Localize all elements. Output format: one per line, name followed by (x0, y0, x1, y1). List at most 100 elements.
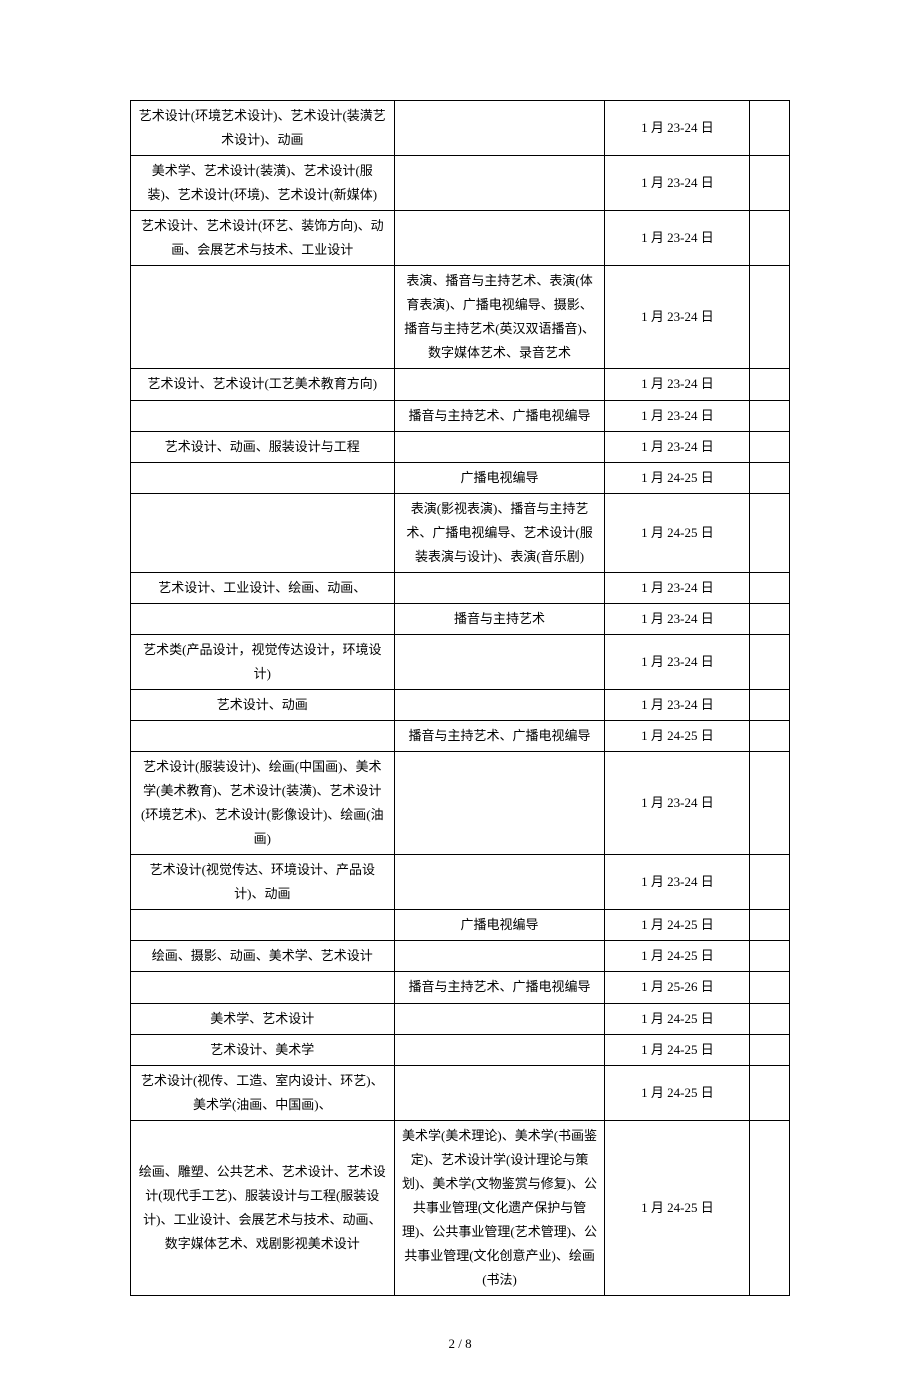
table-cell: 艺术设计(视觉传达、环境设计、产品设计)、动画 (131, 855, 395, 910)
table-cell: 1 月 23-24 日 (605, 689, 750, 720)
table-cell (750, 972, 790, 1003)
table-cell (394, 211, 605, 266)
table-row: 艺术设计(视觉传达、环境设计、产品设计)、动画 1 月 23-24 日 (131, 855, 790, 910)
table-row: 绘画、摄影、动画、美术学、艺术设计 1 月 24-25 日 (131, 941, 790, 972)
table-row: 艺术设计(视传、工造、室内设计、环艺)、美术学(油画、中国画)、1 月 24-2… (131, 1065, 790, 1120)
table-cell: 广播电视编导 (394, 462, 605, 493)
table-cell (750, 603, 790, 634)
table-cell: 艺术设计(服装设计)、绘画(中国画)、美术学(美术教育)、艺术设计(装潢)、艺术… (131, 752, 395, 855)
table-row: 表演、播音与主持艺术、表演(体育表演)、广播电视编导、摄影、播音与主持艺术(英汉… (131, 266, 790, 369)
table-cell (750, 1003, 790, 1034)
table-cell (394, 941, 605, 972)
table-cell: 1 月 23-24 日 (605, 400, 750, 431)
table-cell (750, 910, 790, 941)
table-cell (131, 972, 395, 1003)
table-cell: 艺术设计、美术学 (131, 1034, 395, 1065)
table-cell: 1 月 24-25 日 (605, 1003, 750, 1034)
table-cell (750, 689, 790, 720)
table-cell (131, 910, 395, 941)
table-cell: 1 月 23-24 日 (605, 752, 750, 855)
table-cell: 1 月 24-25 日 (605, 721, 750, 752)
table-cell (750, 634, 790, 689)
table-cell (750, 266, 790, 369)
table-row: 艺术设计、美术学 1 月 24-25 日 (131, 1034, 790, 1065)
table-row: 艺术设计、动画、服装设计与工程1 月 23-24 日 (131, 431, 790, 462)
table-cell: 1 月 23-24 日 (605, 634, 750, 689)
table-cell: 1 月 24-25 日 (605, 941, 750, 972)
table-cell: 艺术设计(视传、工造、室内设计、环艺)、美术学(油画、中国画)、 (131, 1065, 395, 1120)
table-body: 艺术设计(环境艺术设计)、艺术设计(装潢艺术设计)、动画1 月 23-24 日美… (131, 101, 790, 1296)
table-cell: 1 月 24-25 日 (605, 910, 750, 941)
table-cell (750, 721, 790, 752)
table-cell: 艺术设计、艺术设计(工艺美术教育方向) (131, 369, 395, 400)
table-row: 表演(影视表演)、播音与主持艺术、广播电视编导、艺术设计(服装表演与设计)、表演… (131, 493, 790, 572)
table-row: 艺术设计、动画 1 月 23-24 日 (131, 689, 790, 720)
document-page: 艺术设计(环境艺术设计)、艺术设计(装潢艺术设计)、动画1 月 23-24 日美… (0, 0, 920, 1392)
table-cell (394, 101, 605, 156)
table-cell: 1 月 23-24 日 (605, 572, 750, 603)
table-cell: 绘画、雕塑、公共艺术、艺术设计、艺术设计(现代手工艺)、服装设计与工程(服装设计… (131, 1120, 395, 1295)
table-cell: 1 月 23-24 日 (605, 369, 750, 400)
table-cell (394, 752, 605, 855)
table-cell (750, 369, 790, 400)
table-row: 绘画、雕塑、公共艺术、艺术设计、艺术设计(现代手工艺)、服装设计与工程(服装设计… (131, 1120, 790, 1295)
table-cell (394, 634, 605, 689)
table-cell (750, 855, 790, 910)
table-cell (394, 1003, 605, 1034)
table-cell: 美术学(美术理论)、美术学(书画鉴定)、艺术设计学(设计理论与策划)、美术学(文… (394, 1120, 605, 1295)
table-row: 美术学、艺术设计(装潢)、艺术设计(服装)、艺术设计(环境)、艺术设计(新媒体)… (131, 156, 790, 211)
table-cell (394, 855, 605, 910)
table-row: 播音与主持艺术、广播电视编导1 月 23-24 日 (131, 400, 790, 431)
table-cell (394, 689, 605, 720)
table-cell: 1 月 23-24 日 (605, 211, 750, 266)
page-footer: 2 / 8 (130, 1336, 790, 1352)
table-cell: 播音与主持艺术、广播电视编导 (394, 400, 605, 431)
table-row: 艺术设计(环境艺术设计)、艺术设计(装潢艺术设计)、动画1 月 23-24 日 (131, 101, 790, 156)
table-row: 广播电视编导1 月 24-25 日 (131, 462, 790, 493)
table-cell: 表演、播音与主持艺术、表演(体育表演)、广播电视编导、摄影、播音与主持艺术(英汉… (394, 266, 605, 369)
table-row: 艺术设计(服装设计)、绘画(中国画)、美术学(美术教育)、艺术设计(装潢)、艺术… (131, 752, 790, 855)
table-cell (750, 752, 790, 855)
table-cell: 艺术设计(环境艺术设计)、艺术设计(装潢艺术设计)、动画 (131, 101, 395, 156)
table-cell: 表演(影视表演)、播音与主持艺术、广播电视编导、艺术设计(服装表演与设计)、表演… (394, 493, 605, 572)
table-cell: 美术学、艺术设计(装潢)、艺术设计(服装)、艺术设计(环境)、艺术设计(新媒体) (131, 156, 395, 211)
table-cell (750, 156, 790, 211)
table-cell: 1 月 23-24 日 (605, 156, 750, 211)
table-cell (750, 101, 790, 156)
table-cell (750, 493, 790, 572)
table-cell (750, 1034, 790, 1065)
table-cell (394, 156, 605, 211)
table-cell (750, 431, 790, 462)
table-cell: 1 月 24-25 日 (605, 1034, 750, 1065)
table-cell: 1 月 24-25 日 (605, 462, 750, 493)
table-cell: 艺术类(产品设计，视觉传达设计，环境设计) (131, 634, 395, 689)
table-cell (750, 400, 790, 431)
table-cell (750, 572, 790, 603)
table-cell (750, 941, 790, 972)
table-cell (131, 400, 395, 431)
table-cell: 播音与主持艺术、广播电视编导 (394, 721, 605, 752)
table-cell (394, 1034, 605, 1065)
table-cell: 艺术设计、动画 (131, 689, 395, 720)
table-cell (394, 369, 605, 400)
table-cell: 播音与主持艺术 (394, 603, 605, 634)
table-row: 播音与主持艺术1 月 23-24 日 (131, 603, 790, 634)
table-cell: 艺术设计、动画、服装设计与工程 (131, 431, 395, 462)
table-row: 艺术设计、工业设计、绘画、动画、1 月 23-24 日 (131, 572, 790, 603)
table-cell: 美术学、艺术设计 (131, 1003, 395, 1034)
page-sep: / (455, 1336, 465, 1351)
table-cell: 绘画、摄影、动画、美术学、艺术设计 (131, 941, 395, 972)
table-row: 广播电视编导1 月 24-25 日 (131, 910, 790, 941)
table-cell: 1 月 23-24 日 (605, 603, 750, 634)
table-row: 艺术设计、艺术设计(工艺美术教育方向) 1 月 23-24 日 (131, 369, 790, 400)
table-cell: 1 月 23-24 日 (605, 855, 750, 910)
table-cell (394, 1065, 605, 1120)
table-cell: 1 月 24-25 日 (605, 493, 750, 572)
table-cell: 1 月 23-24 日 (605, 266, 750, 369)
table-row: 播音与主持艺术、广播电视编导1 月 24-25 日 (131, 721, 790, 752)
table-cell (131, 721, 395, 752)
table-cell: 广播电视编导 (394, 910, 605, 941)
table-cell (750, 211, 790, 266)
page-total: 8 (465, 1336, 472, 1351)
table-cell: 艺术设计、艺术设计(环艺、装饰方向)、动画、会展艺术与技术、工业设计 (131, 211, 395, 266)
